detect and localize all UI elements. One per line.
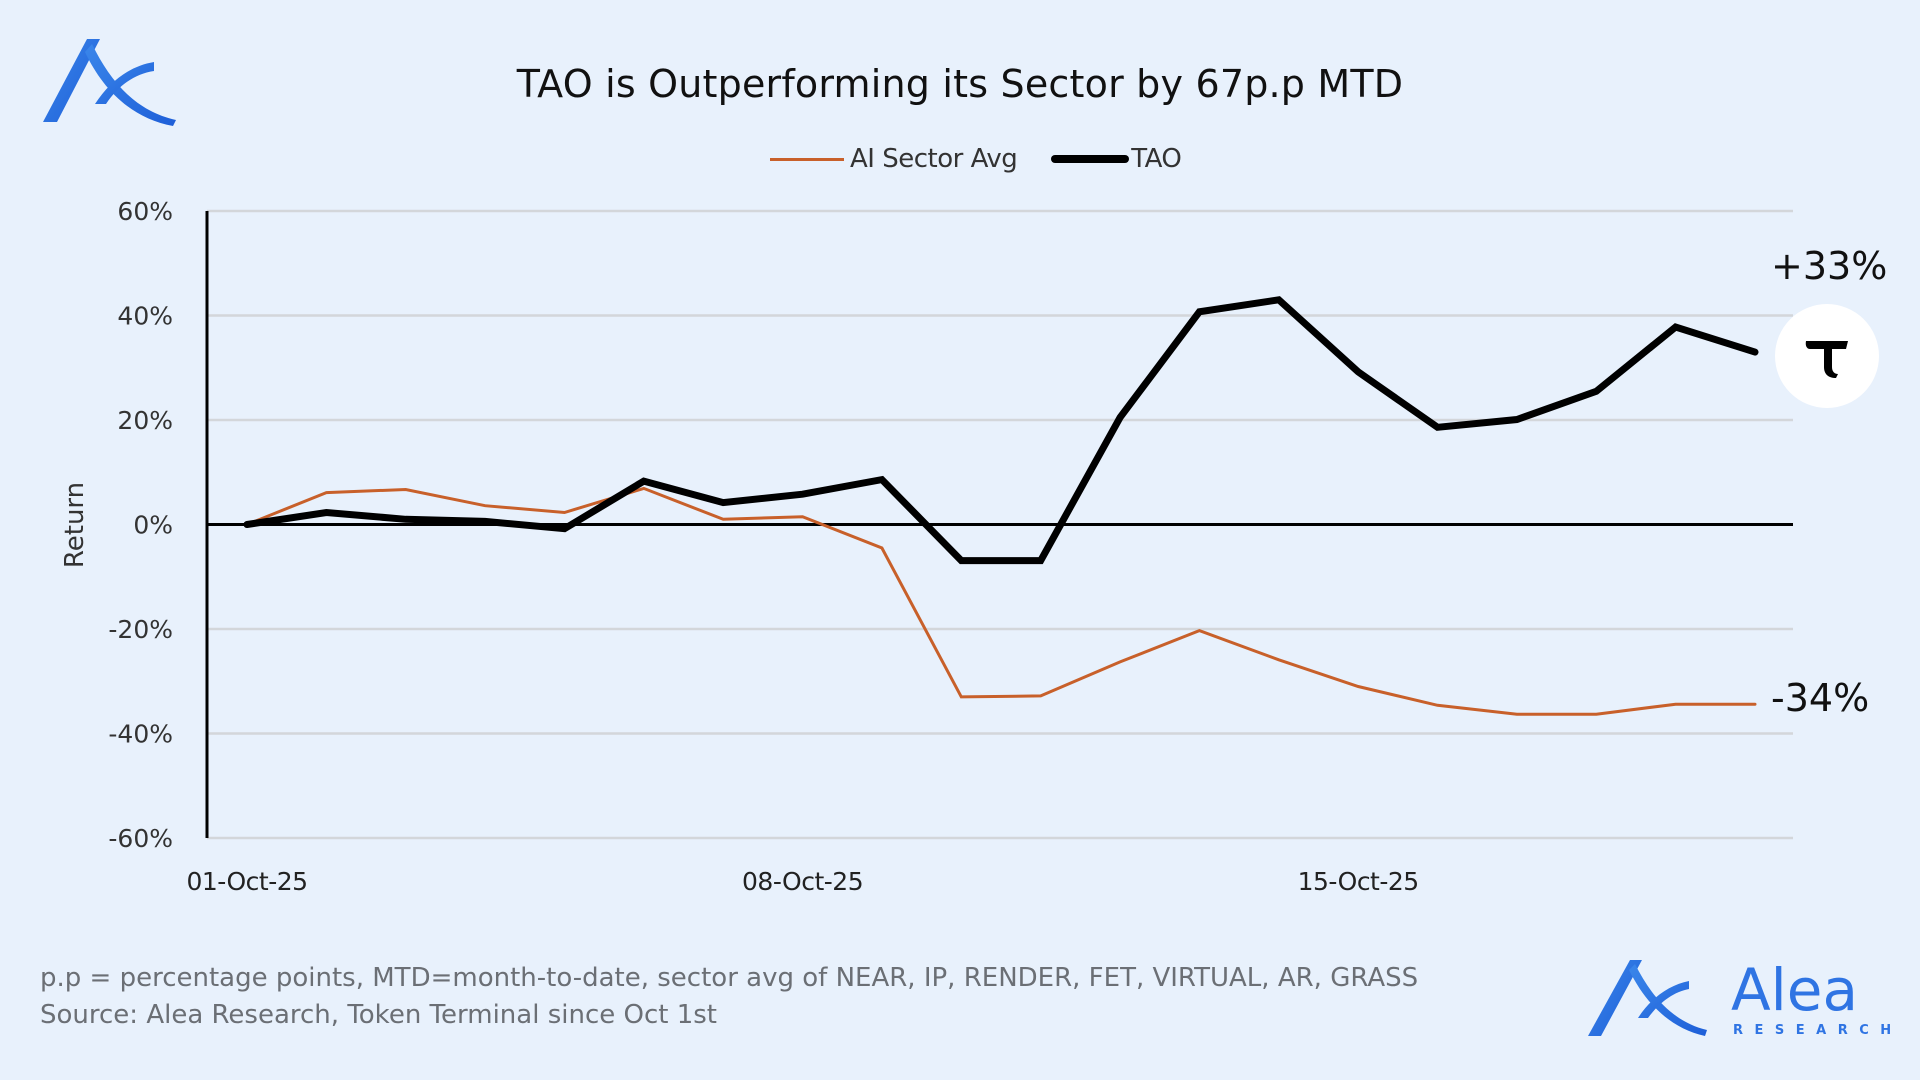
series-line-tao (243, 296, 1759, 565)
chart-title: TAO is Outperforming its Sector by 67p.p… (516, 62, 1404, 106)
y-tick-label: 0% (133, 511, 173, 540)
y-tick-label: 20% (117, 406, 173, 435)
y-tick-label: -40% (108, 720, 173, 749)
legend-label-ai-sector-avg: AI Sector Avg (850, 144, 1018, 174)
legend-label-tao: TAO (1131, 144, 1182, 174)
x-tick-label: 08-Oct-25 (742, 867, 863, 896)
y-tick-label: 60% (117, 197, 173, 226)
legend-item-tao[interactable]: TAO (1051, 144, 1182, 174)
brand-name: Alea (1731, 956, 1858, 1024)
y-axis-ticks: 60% 40% 20% 0% -20% -40% -60% (108, 197, 173, 853)
legend-item-ai-sector-avg[interactable]: AI Sector Avg (770, 144, 1018, 174)
series-line-ai-sector-avg (245, 486, 1757, 716)
y-tick-label: 40% (117, 302, 173, 331)
gridlines (207, 209, 1793, 840)
footnote-source: Source: Alea Research, Token Terminal si… (40, 1000, 718, 1030)
y-tick-label: -20% (108, 615, 173, 644)
legend-swatch-tao (1051, 155, 1130, 163)
chart-footnote: p.p = percentage points, MTD=month-to-da… (40, 960, 1418, 1034)
x-tick-label: 01-Oct-25 (186, 867, 307, 896)
alea-research-logo: Alea RESEARCH (1585, 952, 1905, 1044)
footnote-definitions: p.p = percentage points, MTD=month-to-da… (40, 963, 1419, 993)
brand-tagline: RESEARCH (1733, 1023, 1903, 1038)
y-axis-label: Return (60, 482, 90, 568)
series-lines (243, 296, 1759, 716)
alea-logo-icon (43, 39, 176, 126)
x-tick-label: 15-Oct-25 (1298, 867, 1419, 896)
y-tick-label: -60% (108, 824, 173, 853)
end-label-tao: +33% (1771, 244, 1887, 288)
end-label-ai-sector-avg: -34% (1771, 676, 1869, 720)
tao-token-icon (1805, 341, 1848, 378)
chart-legend: AI Sector Avg TAO (770, 143, 1182, 175)
legend-swatch-ai-sector-avg (770, 157, 844, 161)
x-axis-ticks: 01-Oct-25 08-Oct-25 15-Oct-25 (186, 867, 1419, 896)
tao-token-badge (1775, 304, 1879, 408)
alea-logo-icon (1588, 960, 1707, 1036)
alea-logo (40, 36, 180, 128)
